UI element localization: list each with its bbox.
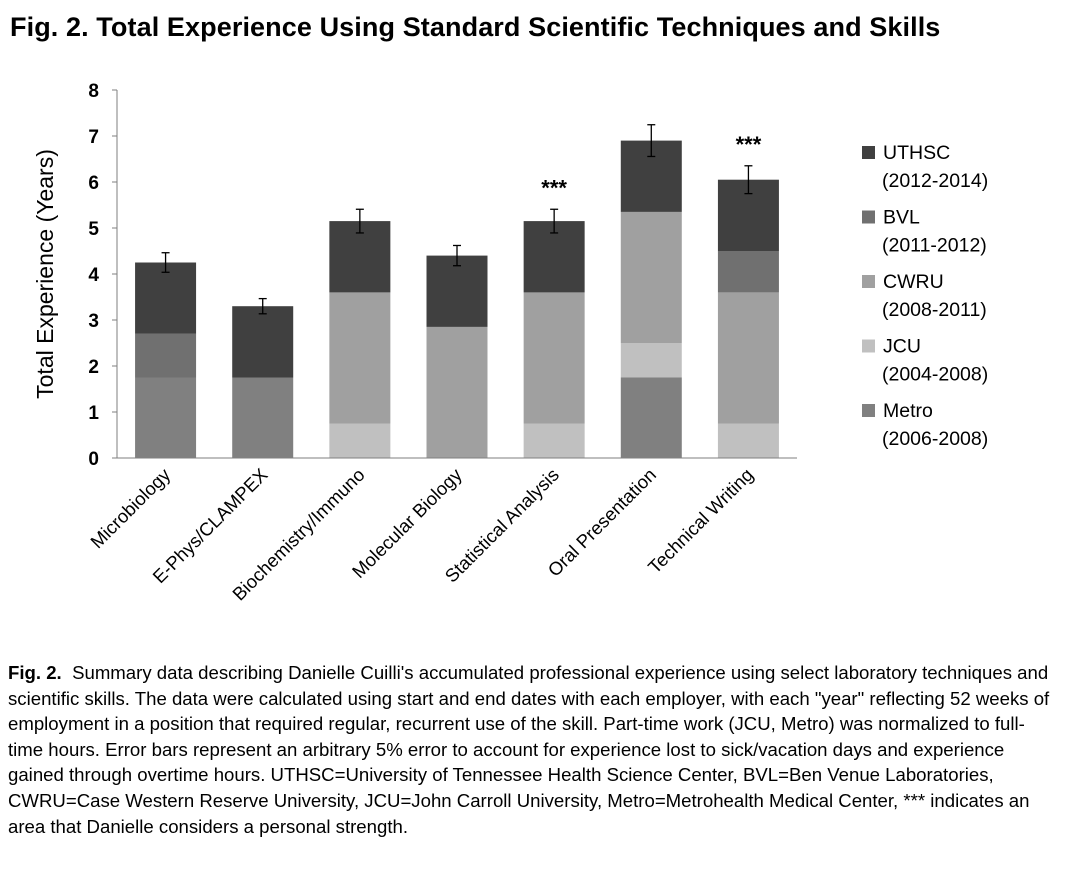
x-tick-label: Microbiology — [86, 463, 175, 552]
y-tick-label: 5 — [88, 219, 99, 240]
legend-label-bvl: BVL — [883, 207, 920, 229]
stacked-bar-chart: ****** MicrobiologyE-Phys/CLAMPEXBiochem… — [32, 81, 988, 605]
y-tick-label: 0 — [88, 449, 99, 470]
y-tick-label: 3 — [88, 311, 99, 332]
y-tick-label: 7 — [88, 127, 99, 148]
bar-segment-metro — [232, 377, 294, 458]
x-tick-label: Oral Presentation — [543, 464, 660, 581]
bar-segment-uthsc — [426, 255, 488, 327]
bar-segment-jcu — [329, 423, 391, 458]
bars-layer: *** *** — [135, 124, 779, 458]
legend-period-uthsc: (2012-2014) — [882, 170, 988, 192]
legend-label-cwru: CWRU — [883, 271, 944, 293]
legend-label-jcu: JCU — [883, 336, 921, 358]
bar-segment-bvl — [717, 251, 779, 293]
figure-caption: Fig. 2. Summary data describing Danielle… — [8, 660, 1058, 839]
bar-segment-jcu — [717, 423, 779, 458]
y-tick-label: 6 — [88, 173, 99, 194]
legend-swatch-metro — [862, 404, 875, 417]
bar-segment-cwru — [329, 292, 391, 424]
legend-period-cwru: (2008-2011) — [882, 299, 987, 321]
bar-segment-jcu — [620, 343, 682, 378]
legend: UTHSC (2012-2014) BVL (2011-2012) CWRU (2008-… — [862, 142, 988, 450]
y-tick-label: 1 — [88, 403, 99, 424]
y-axis-title: Total Experience (Years) — [32, 149, 58, 399]
x-tick-label: Technical Writing — [644, 464, 757, 577]
bar-segment-cwru — [717, 292, 779, 424]
legend-period-jcu: (2004-2008) — [882, 364, 988, 386]
legend-label-uthsc: UTHSC — [883, 142, 950, 164]
legend-swatch-uthsc — [862, 146, 875, 159]
bar-segment-cwru — [620, 211, 682, 343]
legend-swatch-cwru — [862, 275, 875, 288]
y-tick-label: 8 — [88, 81, 99, 102]
strength-annotation: *** — [736, 132, 762, 157]
legend-swatch-bvl — [862, 210, 875, 224]
legend-swatch-jcu — [862, 339, 875, 353]
bar-segment-cwru — [523, 292, 585, 424]
bar-segment-bvl — [135, 333, 197, 378]
bar-segment-uthsc — [135, 262, 197, 334]
figure-title: Fig. 2. Total Experience Using Standard … — [10, 12, 941, 42]
y-tick-label: 4 — [88, 265, 99, 286]
bar-segment-jcu — [523, 423, 585, 458]
legend-label-metro: Metro — [883, 400, 933, 422]
bar-segment-metro — [620, 377, 682, 458]
legend-period-metro: (2006-2008) — [882, 428, 988, 450]
bar-segment-uthsc — [232, 306, 294, 378]
y-tick-label: 2 — [88, 357, 99, 378]
bar-segment-metro — [135, 377, 197, 458]
caption-text: Summary data describing Danielle Cuilli'… — [8, 662, 1050, 837]
strength-annotation: *** — [541, 175, 567, 200]
legend-period-bvl: (2011-2012) — [882, 235, 987, 257]
bar-segment-cwru — [426, 326, 488, 458]
caption-label: Fig. 2. — [8, 662, 62, 683]
